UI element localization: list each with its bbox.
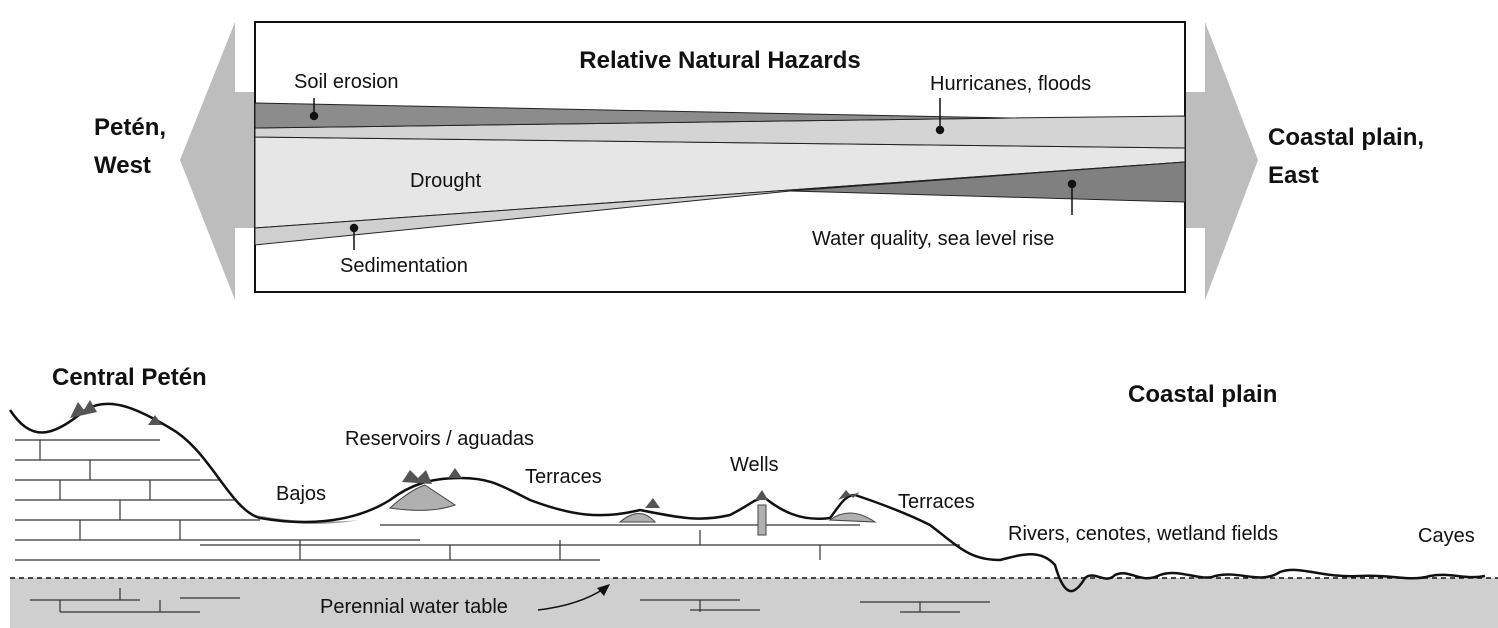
feature-label: Reservoirs / aguadas: [345, 428, 534, 450]
east-label: East: [1268, 162, 1319, 189]
feature-label: Bajos: [276, 483, 326, 505]
feature-label: Wells: [730, 454, 779, 476]
reservoirs: [388, 484, 877, 536]
erosion-band: [254, 102, 1011, 129]
region-label: Central Petén: [52, 364, 207, 391]
west-arrow: [180, 22, 255, 300]
terrain: [8, 402, 1486, 593]
feature-label: Perennial water table: [320, 596, 508, 618]
water-quality-band: [789, 161, 1186, 203]
feature-label: Terraces: [898, 491, 975, 513]
hazard-label: Drought: [410, 170, 482, 192]
groundwater: [10, 578, 1498, 628]
west-label: Petén,: [94, 114, 166, 141]
bajo-fill: [255, 515, 360, 524]
hazard-label: Hurricanes, floods: [930, 73, 1091, 95]
feature-label: Rivers, cenotes, wetland fields: [1008, 523, 1278, 545]
arrowhead: [597, 584, 610, 596]
leaders: [309, 98, 1077, 250]
west-label: West: [94, 152, 151, 179]
hazard-label: Sedimentation: [340, 255, 468, 277]
hazards-title: Relative Natural Hazards: [579, 47, 860, 74]
east-arrow: [1185, 22, 1258, 300]
ruins: [70, 400, 860, 508]
region-label: Coastal plain: [1128, 381, 1277, 408]
feature-label: Terraces: [525, 466, 602, 488]
east-label: Coastal plain,: [1268, 124, 1424, 151]
feature-label: Cayes: [1418, 525, 1475, 547]
hazard-label: Water quality, sea level rise: [812, 228, 1054, 250]
limestone: [15, 439, 990, 613]
hazard-label: Soil erosion: [294, 71, 399, 93]
